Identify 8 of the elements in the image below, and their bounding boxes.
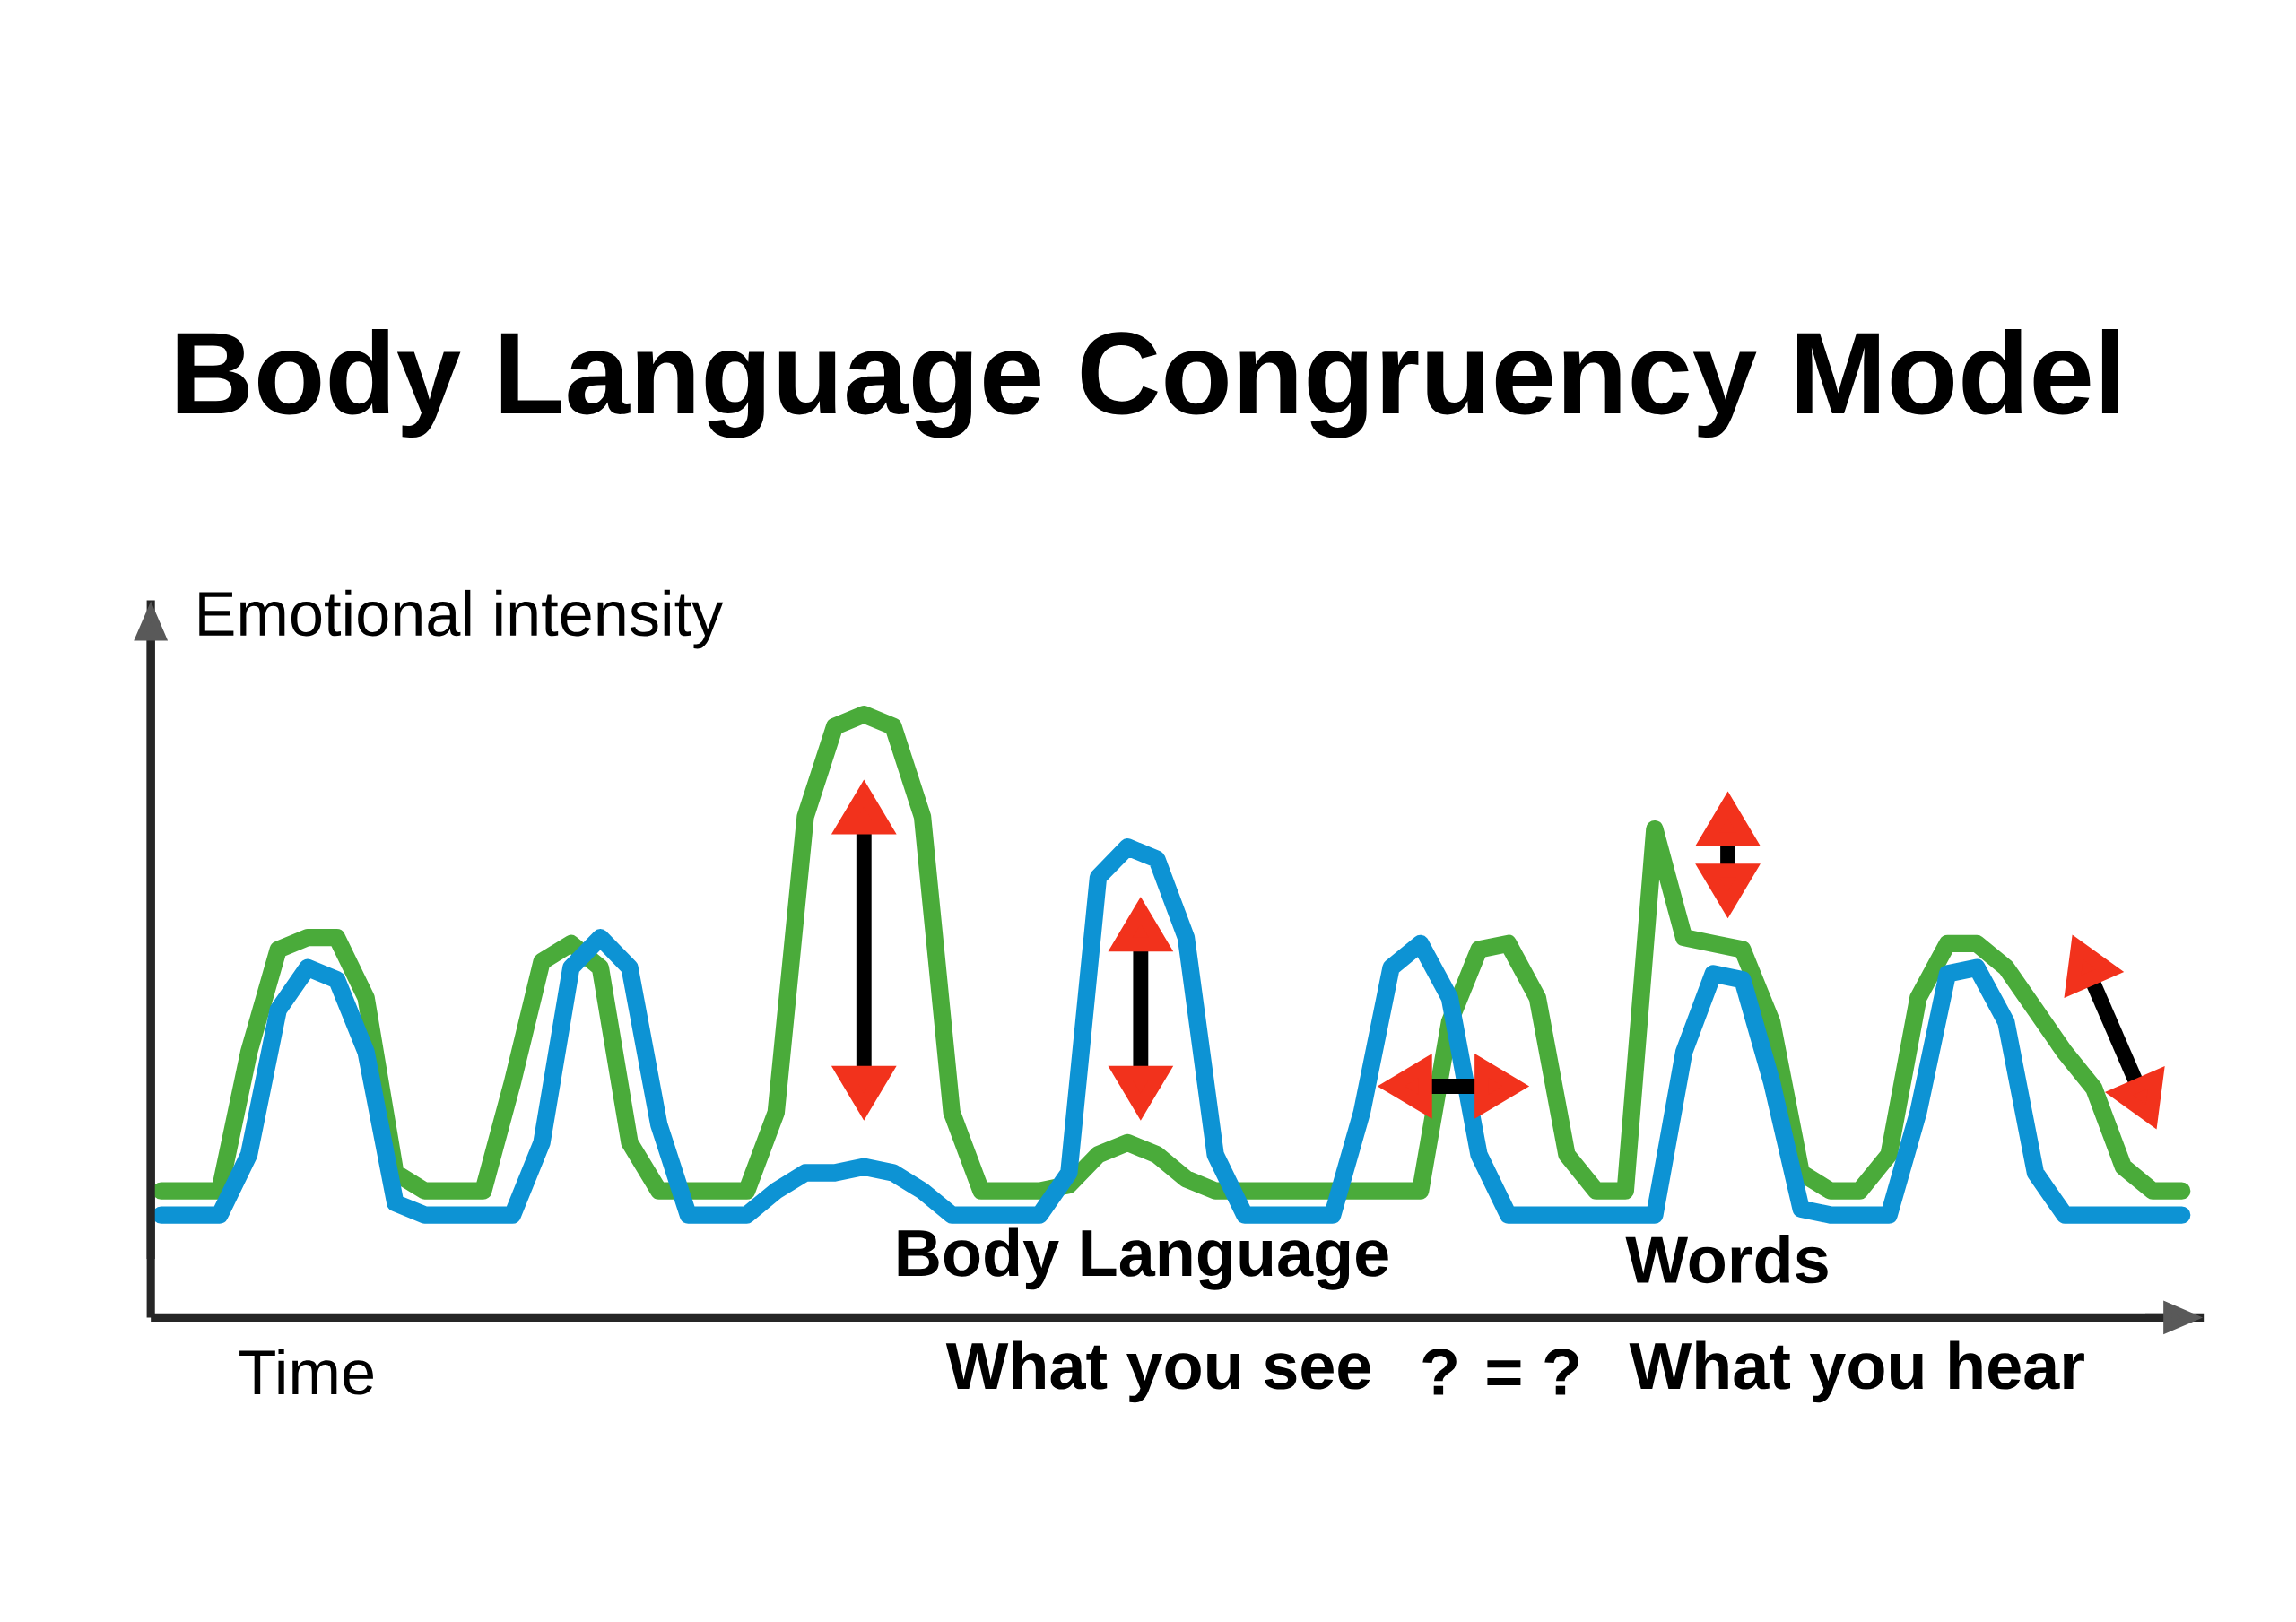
y-axis-title: Emotional intensity	[199, 589, 724, 649]
text: What you see	[945, 1340, 1370, 1403]
text: What you hear	[1629, 1340, 2084, 1403]
annotation: Words	[1625, 1235, 1828, 1284]
x-axis-title: Time	[239, 1349, 373, 1395]
text: ? = ?	[1422, 1349, 1578, 1395]
chart-title: Body Language Congruency Model	[177, 328, 2118, 438]
annotation: Body Language	[898, 1227, 1388, 1290]
